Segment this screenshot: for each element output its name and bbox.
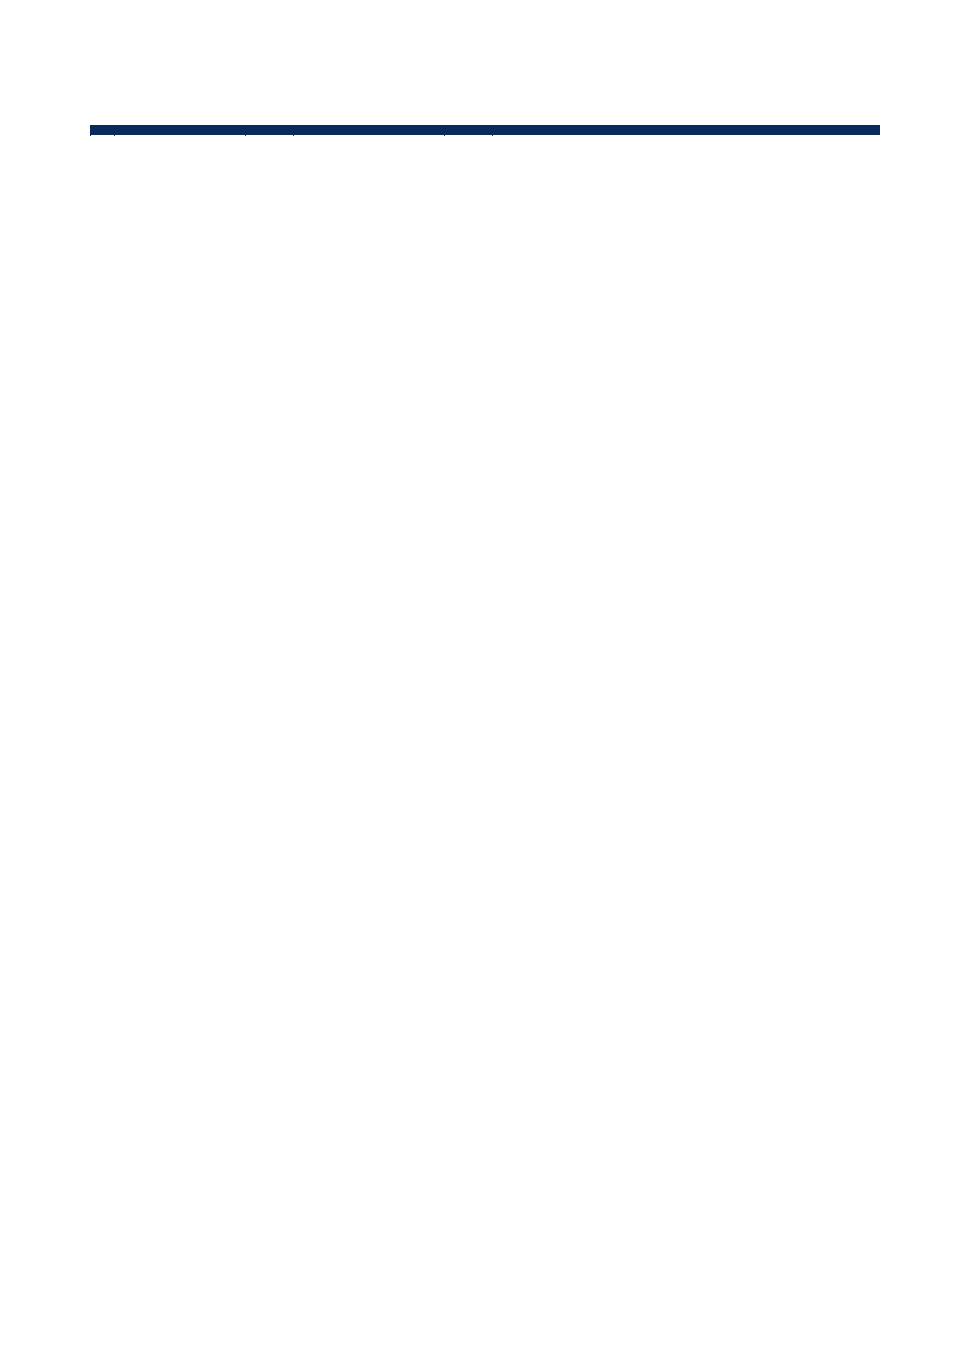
th-eniso <box>245 126 293 135</box>
th-class1 <box>293 126 444 135</box>
th-class2 <box>493 126 626 135</box>
th-iso-test <box>626 126 880 135</box>
th-aws <box>445 126 493 135</box>
data-table <box>90 125 880 135</box>
th-product <box>115 126 245 135</box>
page <box>0 0 960 200</box>
th-group <box>91 126 115 135</box>
